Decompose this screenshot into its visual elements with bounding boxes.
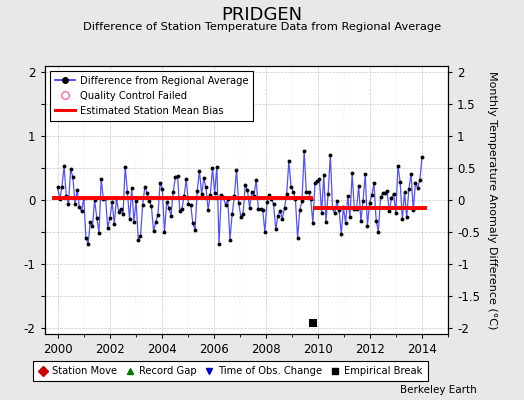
Legend: Station Move, Record Gap, Time of Obs. Change, Empirical Break: Station Move, Record Gap, Time of Obs. C… xyxy=(32,361,428,381)
Y-axis label: Monthly Temperature Anomaly Difference (°C): Monthly Temperature Anomaly Difference (… xyxy=(487,71,497,329)
Text: PRIDGEN: PRIDGEN xyxy=(222,6,302,24)
Text: Berkeley Earth: Berkeley Earth xyxy=(400,385,477,395)
Text: Difference of Station Temperature Data from Regional Average: Difference of Station Temperature Data f… xyxy=(83,22,441,32)
